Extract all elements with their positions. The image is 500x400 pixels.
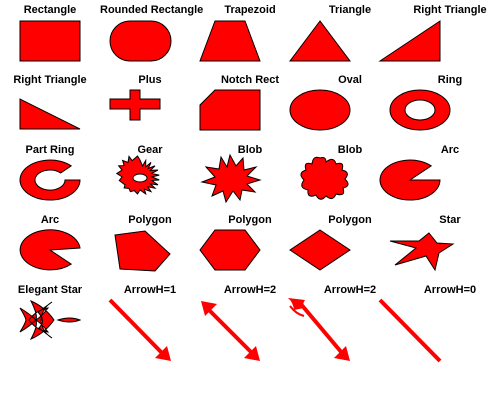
shape-cell-plus: Plus bbox=[100, 70, 200, 140]
arc-icon bbox=[379, 159, 441, 201]
blob-spiky-icon bbox=[200, 153, 262, 204]
shape-label: ArrowH=1 bbox=[123, 284, 177, 296]
pentagon-icon bbox=[114, 230, 171, 272]
shape-label: Blob bbox=[337, 144, 363, 156]
rounded-rectangle-icon bbox=[109, 20, 172, 62]
shape-label: Right Triangle bbox=[13, 74, 87, 86]
plus-icon bbox=[109, 89, 161, 121]
arrow-fancy-both-icon bbox=[288, 298, 350, 361]
shape-cell-arrow-h2: ArrowH=2 bbox=[200, 280, 300, 361]
part-ring-icon bbox=[19, 159, 81, 201]
shape-label: Oval bbox=[338, 74, 362, 86]
shape-label: Part Ring bbox=[25, 144, 75, 156]
shape-cell-blob-spiky: Blob bbox=[200, 140, 300, 210]
hexagon-icon bbox=[199, 229, 261, 271]
blob-wavy-icon bbox=[300, 156, 349, 200]
shape-label: Triangle bbox=[328, 4, 372, 16]
notch-rect-icon bbox=[199, 89, 261, 131]
diamond-icon bbox=[289, 229, 351, 271]
arc-icon bbox=[19, 229, 81, 271]
shape-cell-blob-wavy: Blob bbox=[300, 140, 400, 210]
shape-cell-trapezoid: Trapezoid bbox=[199, 0, 300, 70]
shape-label: Notch Rect bbox=[220, 74, 280, 86]
right-triangle-icon bbox=[19, 98, 81, 130]
elegant-star-icon bbox=[19, 300, 82, 341]
shape-label: Plus bbox=[138, 74, 162, 86]
shape-cell-notch-rect: Notch Rect bbox=[199, 70, 300, 140]
shape-cell-arrow-h0: ArrowH=0 bbox=[378, 280, 500, 363]
shape-cell-triangle: Triangle bbox=[289, 0, 400, 70]
shape-cell-diamond: Polygon bbox=[289, 210, 400, 280]
triangle-icon bbox=[289, 20, 351, 62]
gear-icon bbox=[115, 155, 160, 196]
shape-label: Elegant Star bbox=[17, 284, 83, 296]
shape-label: Rounded Rectangle bbox=[100, 4, 204, 16]
shape-label: Polygon bbox=[328, 214, 372, 226]
arrow-head-end-icon bbox=[108, 298, 171, 361]
shape-cell-pentagon: Polygon bbox=[100, 210, 200, 280]
shape-label: Gear bbox=[137, 144, 163, 156]
shape-cell-hexagon: Polygon bbox=[199, 210, 300, 280]
shape-cell-right-triangle: Right Triangle bbox=[378, 0, 500, 70]
shape-label: ArrowH=2 bbox=[223, 284, 277, 296]
shape-cell-rectangle: Rectangle bbox=[0, 0, 100, 70]
shape-cell-arrow-h2-fancy: ArrowH=2 bbox=[288, 280, 400, 361]
shape-label: ArrowH=2 bbox=[323, 284, 377, 296]
shape-label: Right Triangle bbox=[413, 4, 487, 16]
right-triangle-icon bbox=[378, 20, 441, 62]
line-no-head-icon bbox=[378, 298, 442, 363]
shape-label: Ring bbox=[437, 74, 463, 86]
shape-label: ArrowH=0 bbox=[423, 284, 477, 296]
star-icon bbox=[389, 232, 455, 272]
shape-cell-part-ring: Part Ring bbox=[0, 140, 100, 210]
shape-cell-gear: Gear bbox=[100, 140, 200, 210]
shape-label: Blob bbox=[237, 144, 263, 156]
shape-cell-arrow-h1: ArrowH=1 bbox=[100, 280, 200, 361]
shape-label: Rectangle bbox=[23, 4, 77, 16]
shape-label: Star bbox=[439, 214, 461, 226]
shape-cell-ring: Ring bbox=[389, 70, 500, 140]
shape-cell-rounded-rectangle: Rounded Rectangle bbox=[100, 0, 204, 70]
rectangle-icon bbox=[19, 20, 81, 62]
shape-cell-arc: Arc bbox=[379, 140, 500, 210]
ring-icon bbox=[389, 89, 451, 131]
shape-cell-oval: Oval bbox=[289, 70, 400, 140]
shape-label: Polygon bbox=[228, 214, 272, 226]
shape-label: Trapezoid bbox=[224, 4, 276, 16]
shape-label: Arc bbox=[40, 214, 60, 226]
shape-label: Polygon bbox=[128, 214, 172, 226]
shape-label: Arc bbox=[440, 144, 460, 156]
oval-icon bbox=[289, 89, 351, 131]
arrow-head-both-icon bbox=[201, 301, 260, 361]
shape-cell-right-triangle-2: Right Triangle bbox=[0, 70, 100, 140]
trapezoid-icon bbox=[199, 20, 261, 62]
shape-cell-elegant-star: Elegant Star bbox=[0, 280, 100, 350]
shape-cell-star: Star bbox=[389, 210, 500, 280]
shape-cell-arc-2: Arc bbox=[0, 210, 100, 280]
